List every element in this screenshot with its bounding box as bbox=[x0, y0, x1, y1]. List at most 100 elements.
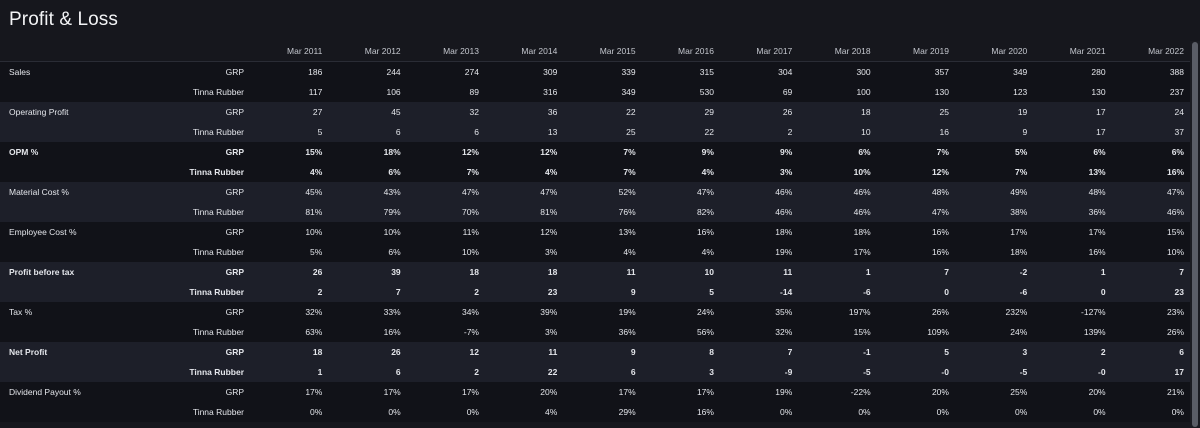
metric-label: Operating Profit bbox=[0, 102, 150, 122]
value-cell: 349 bbox=[954, 61, 1034, 82]
page-title: Profit & Loss bbox=[9, 9, 119, 30]
metric-label bbox=[0, 202, 150, 222]
value-cell: 23 bbox=[1111, 282, 1190, 302]
value-cell: 33% bbox=[328, 302, 407, 322]
value-cell: 16% bbox=[1033, 242, 1112, 262]
year-header: Mar 2015 bbox=[563, 41, 642, 62]
value-cell: 19 bbox=[954, 102, 1034, 122]
value-cell: 339 bbox=[563, 61, 642, 82]
value-cell: 25% bbox=[954, 382, 1034, 402]
value-cell: -1 bbox=[798, 342, 877, 362]
value-cell: 22 bbox=[641, 122, 720, 142]
value-cell: 13% bbox=[1033, 162, 1112, 182]
value-cell: 280 bbox=[1033, 61, 1112, 82]
metric-label: Employee Cost % bbox=[0, 222, 150, 242]
value-cell: 3% bbox=[719, 162, 799, 182]
value-cell: 12% bbox=[484, 142, 564, 162]
value-cell: 32 bbox=[406, 102, 485, 122]
value-cell: 38% bbox=[954, 202, 1034, 222]
value-cell: 7 bbox=[876, 262, 955, 282]
value-cell: 4% bbox=[641, 242, 720, 262]
value-cell: 6% bbox=[328, 162, 407, 182]
value-cell: 16% bbox=[641, 402, 720, 422]
value-cell: 26% bbox=[1111, 322, 1190, 342]
value-cell: 17% bbox=[641, 382, 720, 402]
value-cell: -7% bbox=[406, 322, 485, 342]
value-cell: -0 bbox=[1033, 362, 1112, 382]
value-cell: 123 bbox=[954, 82, 1034, 102]
value-cell: 23% bbox=[1111, 302, 1190, 322]
year-header: Mar 2020 bbox=[954, 41, 1034, 62]
value-cell: 6% bbox=[1033, 142, 1112, 162]
value-cell: 81% bbox=[250, 202, 329, 222]
value-cell: 5 bbox=[250, 122, 329, 142]
value-cell: 9 bbox=[563, 342, 642, 362]
value-cell: 17% bbox=[406, 382, 485, 402]
value-cell: 4% bbox=[484, 402, 564, 422]
value-cell: 26 bbox=[328, 342, 407, 362]
table-row: Tinna Rubber 5 6 6 13 25 22 2 10 16 9 17 37 bbox=[0, 122, 1190, 142]
value-cell: 19% bbox=[719, 242, 799, 262]
value-cell: 20% bbox=[876, 382, 955, 402]
value-cell: 16% bbox=[876, 242, 955, 262]
value-cell: 21% bbox=[1111, 382, 1190, 402]
company-label: Tinna Rubber bbox=[150, 322, 250, 342]
value-cell: 15% bbox=[250, 142, 329, 162]
value-cell: 29 bbox=[641, 102, 720, 122]
value-cell: 79% bbox=[328, 202, 407, 222]
value-cell: 70% bbox=[406, 202, 485, 222]
company-label: GRP bbox=[150, 102, 250, 122]
value-cell: 0% bbox=[719, 402, 799, 422]
metric-label bbox=[0, 82, 150, 102]
value-cell: -14 bbox=[719, 282, 799, 302]
company-label: Tinna Rubber bbox=[150, 242, 250, 262]
value-cell: 109% bbox=[876, 322, 955, 342]
value-cell: 19% bbox=[563, 302, 642, 322]
value-cell: 3 bbox=[954, 342, 1034, 362]
vertical-scrollbar[interactable] bbox=[1190, 41, 1200, 428]
company-label: GRP bbox=[150, 222, 250, 242]
table-row: Tinna Rubber 0% 0% 0% 4% 29% 16% 0% 0% 0% 0% 0% 0% bbox=[0, 402, 1190, 422]
value-cell: 89 bbox=[406, 82, 485, 102]
value-cell: 63% bbox=[250, 322, 329, 342]
value-cell: 12 bbox=[406, 342, 485, 362]
value-cell: 23 bbox=[484, 282, 564, 302]
value-cell: 26 bbox=[719, 102, 799, 122]
table-row: Tinna Rubber 4% 6% 7% 4% 7% 4% 3% 10% 12% 7% 13% 16% bbox=[0, 162, 1190, 182]
value-cell: 5 bbox=[641, 282, 720, 302]
value-cell: 16% bbox=[641, 222, 720, 242]
value-cell: 388 bbox=[1111, 61, 1190, 82]
value-cell: 9 bbox=[954, 122, 1034, 142]
table-row: Tinna Rubber 2 7 2 23 9 5 -14 -6 0 -6 0 23 bbox=[0, 282, 1190, 302]
value-cell: 6 bbox=[328, 362, 407, 382]
value-cell: 6% bbox=[328, 242, 407, 262]
scrollbar-thumb[interactable] bbox=[1192, 42, 1198, 427]
table-row: Net Profit GRP 18 26 12 11 9 8 7 -1 5 3 2 6 bbox=[0, 342, 1190, 362]
value-cell: 4% bbox=[250, 162, 329, 182]
metric-label bbox=[0, 162, 150, 182]
value-cell: 17 bbox=[1033, 102, 1112, 122]
value-cell: 10% bbox=[250, 222, 329, 242]
company-label: Tinna Rubber bbox=[150, 82, 250, 102]
year-header: Mar 2011 bbox=[250, 41, 329, 62]
value-cell: 37 bbox=[1111, 122, 1190, 142]
value-cell: 0% bbox=[1111, 402, 1190, 422]
company-label: Tinna Rubber bbox=[150, 162, 250, 182]
company-label: GRP bbox=[150, 382, 250, 402]
value-cell: 18 bbox=[250, 342, 329, 362]
value-cell: 186 bbox=[250, 61, 329, 82]
value-cell: 7 bbox=[328, 282, 407, 302]
metric-label bbox=[0, 282, 150, 302]
company-label: GRP bbox=[150, 61, 250, 82]
value-cell: 100 bbox=[798, 82, 877, 102]
value-cell: 1 bbox=[250, 362, 329, 382]
company-label: Tinna Rubber bbox=[150, 362, 250, 382]
table-row: Tinna Rubber 1 6 2 22 6 3 -9 -5 -0 -5 -0 17 bbox=[0, 362, 1190, 382]
value-cell: 315 bbox=[641, 61, 720, 82]
value-cell: 36% bbox=[563, 322, 642, 342]
value-cell: 26% bbox=[876, 302, 955, 322]
value-cell: 17% bbox=[954, 222, 1034, 242]
value-cell: 1 bbox=[1033, 262, 1112, 282]
value-cell: 18% bbox=[798, 222, 877, 242]
